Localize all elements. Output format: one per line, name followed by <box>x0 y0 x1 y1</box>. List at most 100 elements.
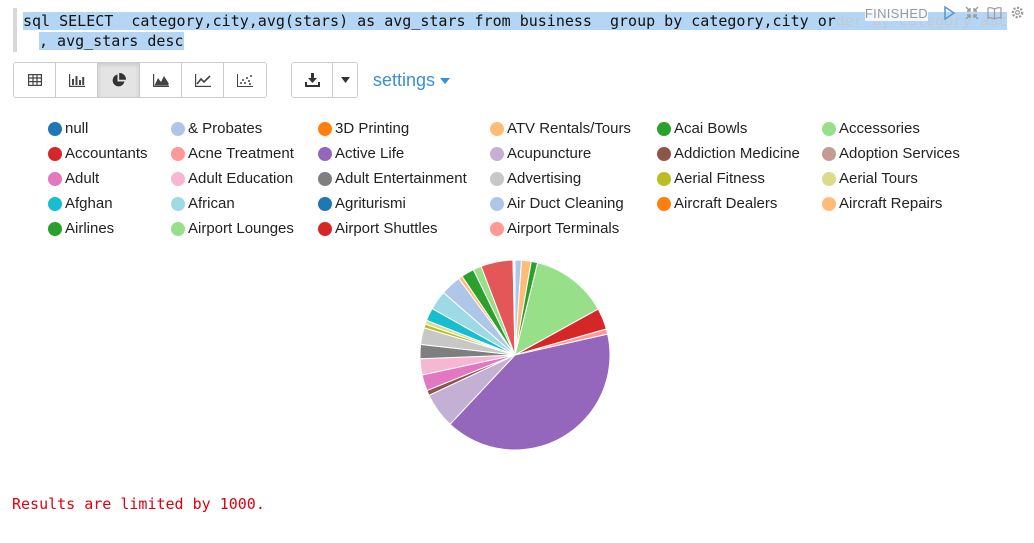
legend-label: Airlines <box>65 220 115 237</box>
legend-item[interactable]: null <box>48 120 88 137</box>
legend-item[interactable]: Agriturismi <box>318 195 406 212</box>
area-chart-icon <box>152 73 169 87</box>
legend-item[interactable]: Adult <box>48 170 99 187</box>
legend-swatch <box>657 121 671 136</box>
legend-item[interactable]: Afghan <box>48 195 113 212</box>
legend-swatch <box>490 196 504 211</box>
collapse-icon[interactable] <box>963 4 980 21</box>
legend-swatch <box>318 196 332 211</box>
legend-swatch <box>490 121 504 136</box>
legend-item[interactable]: Adoption Services <box>822 145 960 162</box>
legend-item[interactable]: Advertising <box>490 170 581 187</box>
legend-item[interactable]: Aerial Tours <box>822 170 918 187</box>
legend-item[interactable]: Airport Lounges <box>171 220 294 237</box>
legend-item[interactable]: Air Duct Cleaning <box>490 195 624 212</box>
pie-slice[interactable] <box>512 259 516 356</box>
legend-item[interactable]: Airport Shuttles <box>318 220 438 237</box>
results-limit-message: Results are limited by 1000. <box>12 495 265 513</box>
legend-label: Adult Education <box>188 170 294 187</box>
legend-label: Air Duct Cleaning <box>507 195 624 212</box>
legend-swatch <box>318 171 332 186</box>
legend-swatch <box>822 121 836 136</box>
legend-label: Active Life <box>335 145 405 162</box>
settings-label: settings <box>373 70 436 90</box>
download-dropdown <box>291 62 358 98</box>
code-line-2: , avg_stars desc <box>39 31 184 51</box>
legend-swatch <box>48 146 62 161</box>
legend-label: Aerial Tours <box>839 170 918 187</box>
legend-item[interactable]: Adult Entertainment <box>318 170 467 187</box>
legend-label: African <box>188 195 235 212</box>
legend-item[interactable]: Aircraft Repairs <box>822 195 942 212</box>
legend-label: 3D Printing <box>335 120 410 137</box>
legend-item[interactable]: & Probates <box>171 120 262 137</box>
pie-slice[interactable] <box>449 333 611 451</box>
legend-swatch <box>48 121 62 136</box>
bar-chart-view-button[interactable] <box>56 63 98 97</box>
pie-chart-view-button[interactable] <box>98 63 140 97</box>
line-chart-view-button[interactable] <box>182 63 224 97</box>
code-editor[interactable]: sql SELECT category,city,avg(stars) as a… <box>13 8 1017 52</box>
legend-swatch <box>48 171 62 186</box>
book-icon[interactable] <box>986 4 1003 21</box>
legend-swatch <box>48 196 62 211</box>
legend-item[interactable]: Addiction Medicine <box>657 145 800 162</box>
selected-code-2: , avg_stars desc <box>39 32 184 50</box>
code-line-1: sql SELECT category,city,avg(stars) as a… <box>23 11 1008 31</box>
legend-label: Accessories <box>839 120 920 137</box>
legend-label: Aircraft Dealers <box>674 195 778 212</box>
legend-label: Afghan <box>65 195 113 212</box>
legend-label: & Probates <box>188 120 263 137</box>
legend-label: null <box>65 120 89 137</box>
legend-label: Adult <box>65 170 100 187</box>
download-options-button[interactable] <box>333 63 357 97</box>
legend-label: Acupuncture <box>507 145 592 162</box>
legend-item[interactable]: Airport Terminals <box>490 220 619 237</box>
legend-label: Aerial Fitness <box>674 170 765 187</box>
legend-label: Adult Entertainment <box>335 170 467 187</box>
area-chart-view-button[interactable] <box>140 63 182 97</box>
legend-label: Acai Bowls <box>674 120 748 137</box>
table-view-button[interactable] <box>14 63 56 97</box>
legend-item[interactable]: Acupuncture <box>490 145 591 162</box>
legend-label: ATV Rentals/Tours <box>507 120 631 137</box>
download-button[interactable] <box>292 63 333 97</box>
legend-swatch <box>490 171 504 186</box>
legend-swatch <box>48 221 62 236</box>
legend-swatch <box>822 171 836 186</box>
legend-swatch <box>318 121 332 136</box>
legend-item[interactable]: Aircraft Dealers <box>657 195 777 212</box>
legend-item[interactable]: African <box>171 195 235 212</box>
legend-item[interactable]: Accountants <box>48 145 148 162</box>
scatter-chart-view-button[interactable] <box>224 63 266 97</box>
pie-slice[interactable] <box>514 262 599 356</box>
legend-item[interactable]: Aerial Fitness <box>657 170 765 187</box>
selected-code: sql SELECT category,city,avg(stars) as a… <box>23 12 836 30</box>
legend-item[interactable]: 3D Printing <box>318 120 409 137</box>
scatter-chart-icon <box>237 73 253 87</box>
pie-chart <box>419 259 611 451</box>
legend-item[interactable]: Airlines <box>48 220 114 237</box>
legend-label: Aircraft Repairs <box>839 195 943 212</box>
chevron-down-icon <box>340 77 350 83</box>
bar-chart-icon <box>68 73 85 87</box>
legend-item[interactable]: Active Life <box>318 145 404 162</box>
legend-item[interactable]: ATV Rentals/Tours <box>490 120 631 137</box>
legend-label: Airport Shuttles <box>335 220 438 237</box>
legend-item[interactable]: Accessories <box>822 120 920 137</box>
legend-item[interactable]: Adult Education <box>171 170 293 187</box>
gear-icon[interactable] <box>1009 4 1026 21</box>
legend-swatch <box>657 146 671 161</box>
legend-item[interactable]: Acne Treatment <box>171 145 294 162</box>
legend-label: Airport Lounges <box>188 220 294 237</box>
legend-swatch <box>318 146 332 161</box>
legend-label: Agriturismi <box>335 195 406 212</box>
legend-label: Acne Treatment <box>188 145 294 162</box>
run-icon[interactable] <box>940 4 957 21</box>
settings-toggle[interactable]: settings <box>373 70 451 91</box>
legend-item[interactable]: Acai Bowls <box>657 120 747 137</box>
legend-label: Airport Terminals <box>507 220 620 237</box>
pie-chart-icon <box>112 72 126 86</box>
legend-label: Adoption Services <box>839 145 960 162</box>
legend-swatch <box>822 196 836 211</box>
